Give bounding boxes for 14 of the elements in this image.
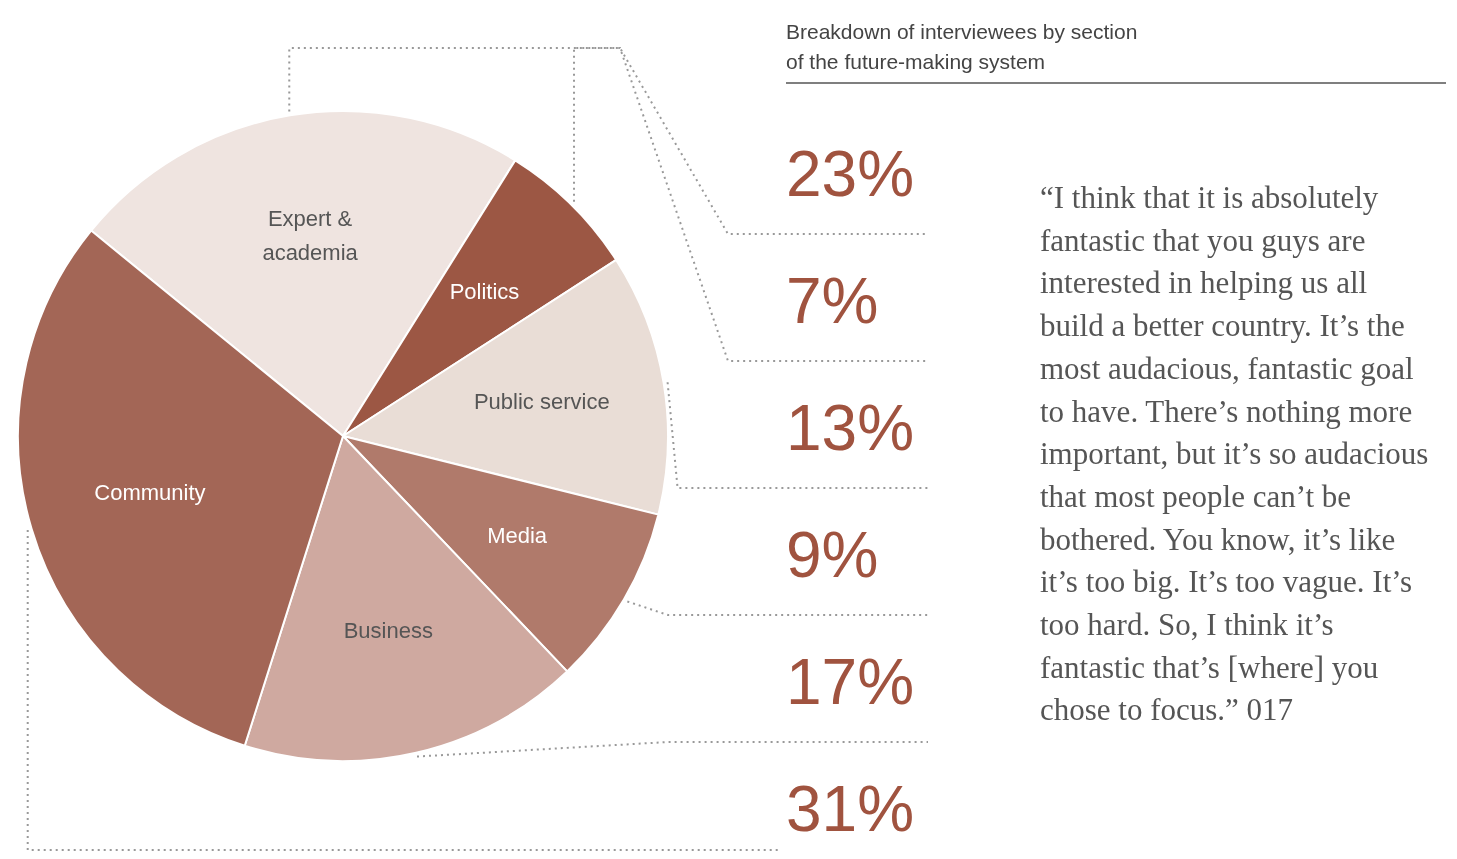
data-label: 7% bbox=[786, 265, 879, 337]
slice-label: Business bbox=[343, 618, 433, 644]
data-label: 9% bbox=[786, 519, 879, 591]
slice-label: Politics bbox=[449, 278, 520, 304]
slice-label: Public service bbox=[473, 388, 610, 414]
slice-label: Community bbox=[94, 479, 206, 505]
text: Breakdown of interviewees by section of the future-making system bbox=[786, 20, 1138, 73]
data-label: 23% bbox=[786, 138, 915, 210]
slice-label: Media bbox=[487, 523, 548, 549]
data-label: 13% bbox=[786, 392, 915, 464]
data-label: 31% bbox=[786, 773, 915, 845]
data-label: 17% bbox=[786, 646, 915, 718]
slice-label: Expert & academia bbox=[262, 206, 359, 266]
text: “I think that it is absolutely fantastic that you guys are interested in helping us all build a better country. It’s the most audacious, fantastic goal to have. There’s nothing more important, but it’s so audacious that most people can’t be bothered. You know, it’s like it’s too big. It’s too vague. It’s too hard. So, I think it’s fantastic that’s [where] you chose to focus.” 017 bbox=[1040, 180, 1429, 728]
